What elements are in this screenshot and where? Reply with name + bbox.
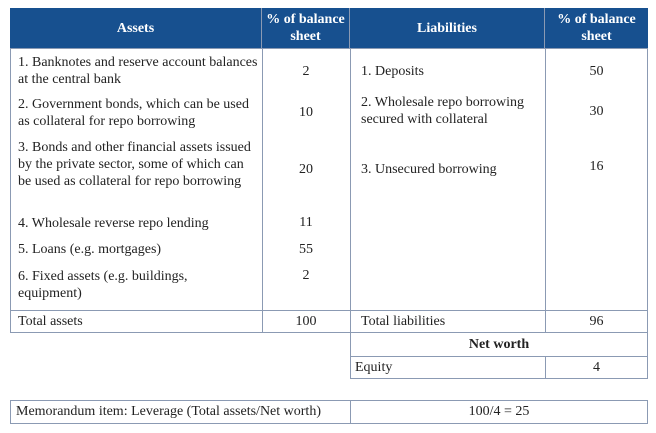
column-line: [545, 48, 546, 333]
asset-label: 6. Fixed assets (e.g. buildings, equipme…: [18, 269, 188, 301]
column-line: [262, 48, 263, 333]
asset-value: 2: [302, 64, 310, 79]
liability-value: 16: [589, 159, 604, 174]
asset-label: 5. Loans (e.g. mortgages): [18, 242, 162, 257]
equity-label: Equity: [355, 360, 393, 375]
asset-value: 11: [299, 215, 313, 230]
total-value: 100: [295, 314, 317, 329]
total-value: 96: [589, 314, 604, 329]
asset-value: 10: [299, 105, 313, 120]
asset-value: 55: [299, 242, 313, 257]
asset-label: 1. Banknotes and reserve account balance…: [18, 55, 258, 87]
equity-row: [350, 356, 648, 379]
asset-value: 2: [302, 268, 310, 283]
asset-label: 3. Bonds and other financial assets issu…: [18, 140, 251, 189]
asset-label: 4. Wholesale reverse repo lending: [18, 216, 209, 231]
header-cell: % of balance sheet: [262, 8, 350, 48]
liability-value: 30: [589, 104, 604, 119]
liability-label: 1. Deposits: [361, 64, 424, 79]
column-line: [545, 356, 546, 379]
asset-value: 20: [299, 162, 313, 177]
liability-value: 50: [589, 64, 604, 79]
header-cell: % of balance sheet: [545, 8, 648, 48]
liability-label: 2. Wholesale repo borrowing secured with…: [361, 95, 525, 127]
memo-value-cell: [350, 400, 648, 424]
memo-value: 100/4 = 25: [468, 404, 530, 419]
net-worth-title: Net worth: [468, 337, 530, 352]
memo-label: Memorandum item: Leverage (Total assets/…: [16, 404, 321, 419]
liability-label: 3. Unsecured borrowing: [361, 162, 497, 177]
column-line: [350, 48, 351, 333]
total-row: [10, 310, 648, 333]
equity-value: 4: [593, 360, 600, 375]
header-cell: Liabilities: [350, 8, 545, 48]
total-label: Total assets: [18, 314, 83, 329]
header-cell: Assets: [10, 8, 262, 48]
total-label: Total liabilities: [361, 314, 446, 329]
asset-label: 2. Government bonds, which can be used a…: [18, 97, 249, 129]
